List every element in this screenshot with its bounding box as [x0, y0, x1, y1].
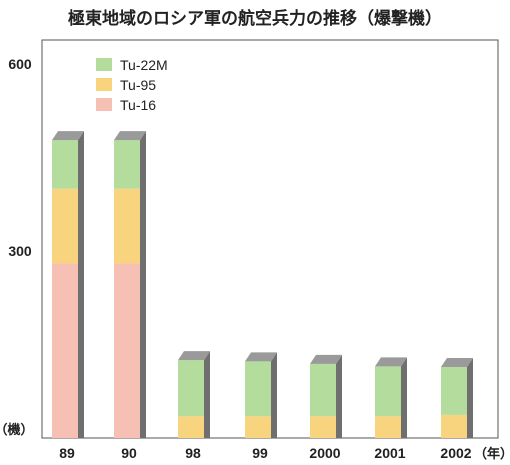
x-tick-label: 89 — [59, 445, 75, 461]
y-axis-unit: （機） — [0, 422, 34, 438]
bar-side — [204, 351, 210, 438]
x-tick-label: 2001 — [374, 445, 405, 461]
bar-segment — [441, 366, 467, 415]
legend-label: Tu-22M — [120, 57, 168, 73]
y-tick-label: 600 — [8, 56, 32, 72]
bar-top — [114, 131, 146, 141]
bar-segment — [114, 263, 140, 438]
bar-top — [178, 351, 210, 361]
x-tick-label: 2002 — [440, 445, 471, 461]
bar-segment — [245, 361, 271, 417]
bar-side — [78, 131, 84, 438]
x-tick-label: 2000 — [309, 445, 340, 461]
x-tick-label: 98 — [185, 445, 201, 461]
bar-segment — [310, 416, 336, 438]
legend-swatch — [96, 58, 112, 71]
bar-side — [401, 357, 407, 438]
bar-segment — [441, 414, 467, 438]
bar-segment — [114, 140, 140, 189]
bar-segment — [52, 188, 78, 264]
bar-segment — [375, 416, 401, 438]
bar-top — [441, 357, 473, 367]
bar-segment — [245, 416, 271, 438]
bar-side — [271, 352, 277, 438]
x-tick-label: 90 — [121, 445, 137, 461]
legend-swatch — [96, 98, 112, 111]
bar-top — [245, 352, 277, 362]
bar-segment — [114, 188, 140, 264]
x-tick-label: 99 — [252, 445, 268, 461]
bar-segment — [178, 360, 204, 417]
x-axis-ticks: 89 90 98 99 2000 2001 2002 — [59, 445, 472, 461]
y-axis-ticks: 300 600 — [8, 56, 32, 259]
chart-title: 極東地域のロシア軍の航空兵力の推移（爆撃機） — [68, 8, 442, 29]
legend-swatch — [96, 78, 112, 91]
legend-label: Tu-95 — [120, 77, 156, 93]
bars — [52, 131, 473, 438]
bar-side — [467, 357, 473, 438]
bar-top — [375, 357, 407, 367]
bar-segment — [310, 363, 336, 417]
bar-side — [336, 354, 342, 438]
bar-side — [140, 131, 146, 438]
bar-segment — [375, 366, 401, 417]
bar-segment — [52, 140, 78, 189]
legend-label: Tu-16 — [120, 97, 156, 113]
bar-segment — [52, 263, 78, 438]
legend: Tu-22M Tu-95 Tu-16 — [96, 57, 168, 113]
x-axis-unit: （年） — [474, 446, 510, 462]
bar-top — [52, 131, 84, 141]
bar-segment — [178, 416, 204, 438]
y-tick-label: 300 — [8, 243, 32, 259]
bar-top — [310, 354, 342, 364]
